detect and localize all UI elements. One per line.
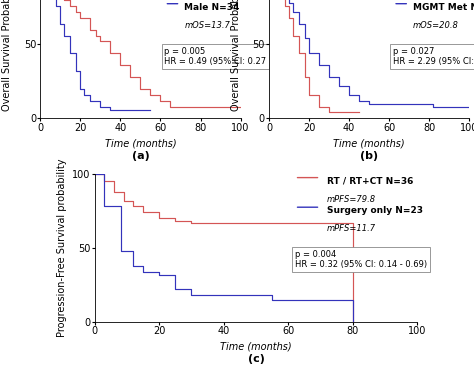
Y-axis label: Overall Survival Probability: Overall Survival Probability — [231, 0, 241, 111]
X-axis label: Time (months): Time (months) — [333, 138, 405, 148]
Text: p = 0.005
HR = 0.49 (95% CI: 0.27 - 0.84): p = 0.005 HR = 0.49 (95% CI: 0.27 - 0.84… — [164, 47, 297, 66]
Text: (b): (b) — [360, 151, 378, 161]
Y-axis label: Overall Survival Probability: Overall Survival Probability — [2, 0, 12, 111]
Text: MGMT Met N=42: MGMT Met N=42 — [413, 3, 474, 12]
Y-axis label: Progression-Free Survival probability: Progression-Free Survival probability — [57, 159, 67, 337]
X-axis label: Time (months): Time (months) — [105, 138, 176, 148]
Text: (c): (c) — [247, 354, 264, 364]
Text: Male N=34: Male N=34 — [184, 3, 240, 12]
Text: mPFS=79.8: mPFS=79.8 — [327, 195, 376, 204]
Text: p = 0.004
HR = 0.32 (95% CI: 0.14 - 0.69): p = 0.004 HR = 0.32 (95% CI: 0.14 - 0.69… — [295, 250, 427, 269]
Text: p = 0.027
HR = 2.29 (95% CI: 1.1 - 4.55): p = 0.027 HR = 2.29 (95% CI: 1.1 - 4.55) — [393, 47, 474, 66]
Text: mOS=13.7: mOS=13.7 — [184, 21, 230, 30]
Text: mOS=20.8: mOS=20.8 — [413, 21, 459, 30]
Text: mPFS=11.7: mPFS=11.7 — [327, 224, 376, 233]
Text: RT / RT+CT N=36: RT / RT+CT N=36 — [327, 177, 413, 186]
Text: Surgery only N=23: Surgery only N=23 — [327, 206, 423, 215]
Text: (a): (a) — [132, 151, 149, 161]
X-axis label: Time (months): Time (months) — [220, 342, 292, 351]
